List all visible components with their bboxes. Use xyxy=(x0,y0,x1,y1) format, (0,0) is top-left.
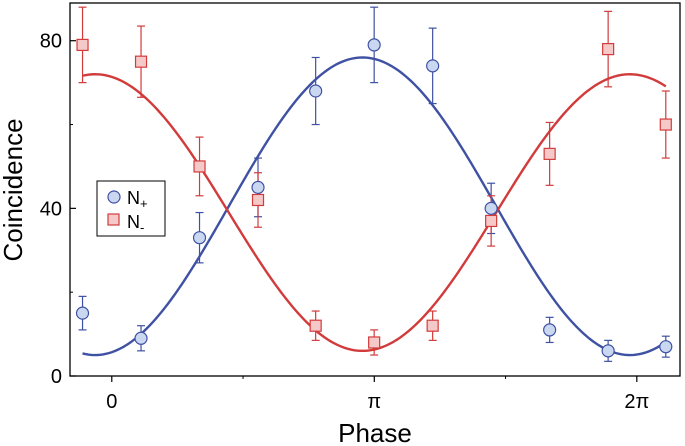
data-point-n-plus xyxy=(659,340,673,354)
data-point-n-minus xyxy=(134,55,148,68)
data-point-n-plus xyxy=(309,84,323,98)
legend-marker-n-plus xyxy=(107,190,121,204)
data-point-n-plus xyxy=(484,201,498,215)
legend-box xyxy=(96,180,166,237)
data-point-n-plus xyxy=(134,331,148,345)
data-point-n-plus xyxy=(251,180,265,195)
data-point-n-minus xyxy=(602,43,615,56)
data-point-n-minus xyxy=(309,319,322,332)
x-axis-title: Phase xyxy=(338,418,412,446)
error-bars xyxy=(78,6,670,362)
x-tick-label: π xyxy=(367,391,381,413)
legend-marker-n-minus xyxy=(107,213,120,226)
y-tick-label: 80 xyxy=(40,31,62,53)
plot-frame xyxy=(69,2,681,377)
data-point-n-plus xyxy=(192,231,207,245)
axis-ticks xyxy=(70,40,638,382)
y-axis-title: Coincidence xyxy=(0,118,28,261)
fit-curve-0 xyxy=(82,56,667,357)
x-tick-label: 2π xyxy=(624,391,649,413)
y-tick-label: 40 xyxy=(40,198,62,220)
legend-label-n-plus: N+ xyxy=(127,188,148,211)
data-point-n-minus xyxy=(543,147,556,160)
data-point-n-minus xyxy=(659,118,672,131)
data-point-n-minus xyxy=(368,336,381,349)
tick-labels: 0 40 80 0 π 2π xyxy=(40,31,650,413)
data-point-n-plus xyxy=(367,38,381,52)
y-tick-label: 0 xyxy=(51,366,62,388)
data-point-n-minus xyxy=(76,38,89,52)
legend-label-n-minus: N- xyxy=(127,212,144,235)
data-point-n-plus xyxy=(75,306,90,320)
data-point-n-plus xyxy=(543,323,557,337)
data-point-n-minus xyxy=(426,319,439,332)
fit-curves xyxy=(82,56,667,357)
data-point-n-plus xyxy=(601,344,615,358)
x-tick-label: 0 xyxy=(106,391,117,413)
data-markers xyxy=(75,38,673,358)
fit-curve-1 xyxy=(82,73,667,353)
data-point-n-minus xyxy=(193,160,206,173)
legend: N+ N- xyxy=(96,180,166,237)
data-point-n-minus xyxy=(485,214,498,228)
data-point-n-plus xyxy=(426,59,440,73)
data-point-n-minus xyxy=(251,193,265,207)
